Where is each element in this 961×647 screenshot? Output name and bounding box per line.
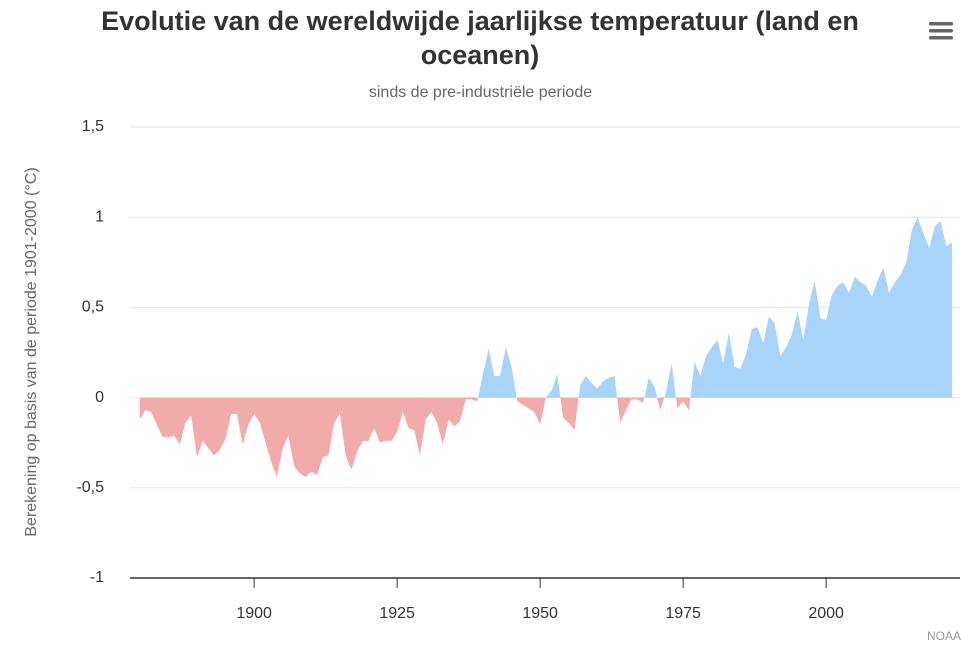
- y-tick-label: 0,5: [82, 299, 104, 316]
- y-axis-label: Berekening op basis van de periode 1901-…: [23, 167, 40, 537]
- chart-title: Evolutie van de wereldwijde jaarlijkse t…: [101, 6, 859, 70]
- y-tick-label: -1: [90, 569, 104, 586]
- x-tick-label: 1950: [522, 605, 558, 622]
- x-tick-label: 1975: [665, 605, 701, 622]
- y-tick-label: 0: [95, 389, 104, 406]
- y-tick-label: -0,5: [76, 479, 104, 496]
- x-tick-label: 1900: [236, 605, 272, 622]
- x-tick-label: 1925: [379, 605, 415, 622]
- y-tick-label: 1: [95, 208, 104, 225]
- x-tick-label: 2000: [808, 605, 844, 622]
- area-positive: [139, 217, 952, 398]
- chart-subtitle: sinds de pre-industriële periode: [368, 84, 593, 101]
- credits: NOAA: [926, 629, 961, 643]
- area-negative: [139, 397, 691, 477]
- y-tick-label: 1,5: [82, 118, 104, 135]
- menu-button[interactable]: [928, 20, 954, 42]
